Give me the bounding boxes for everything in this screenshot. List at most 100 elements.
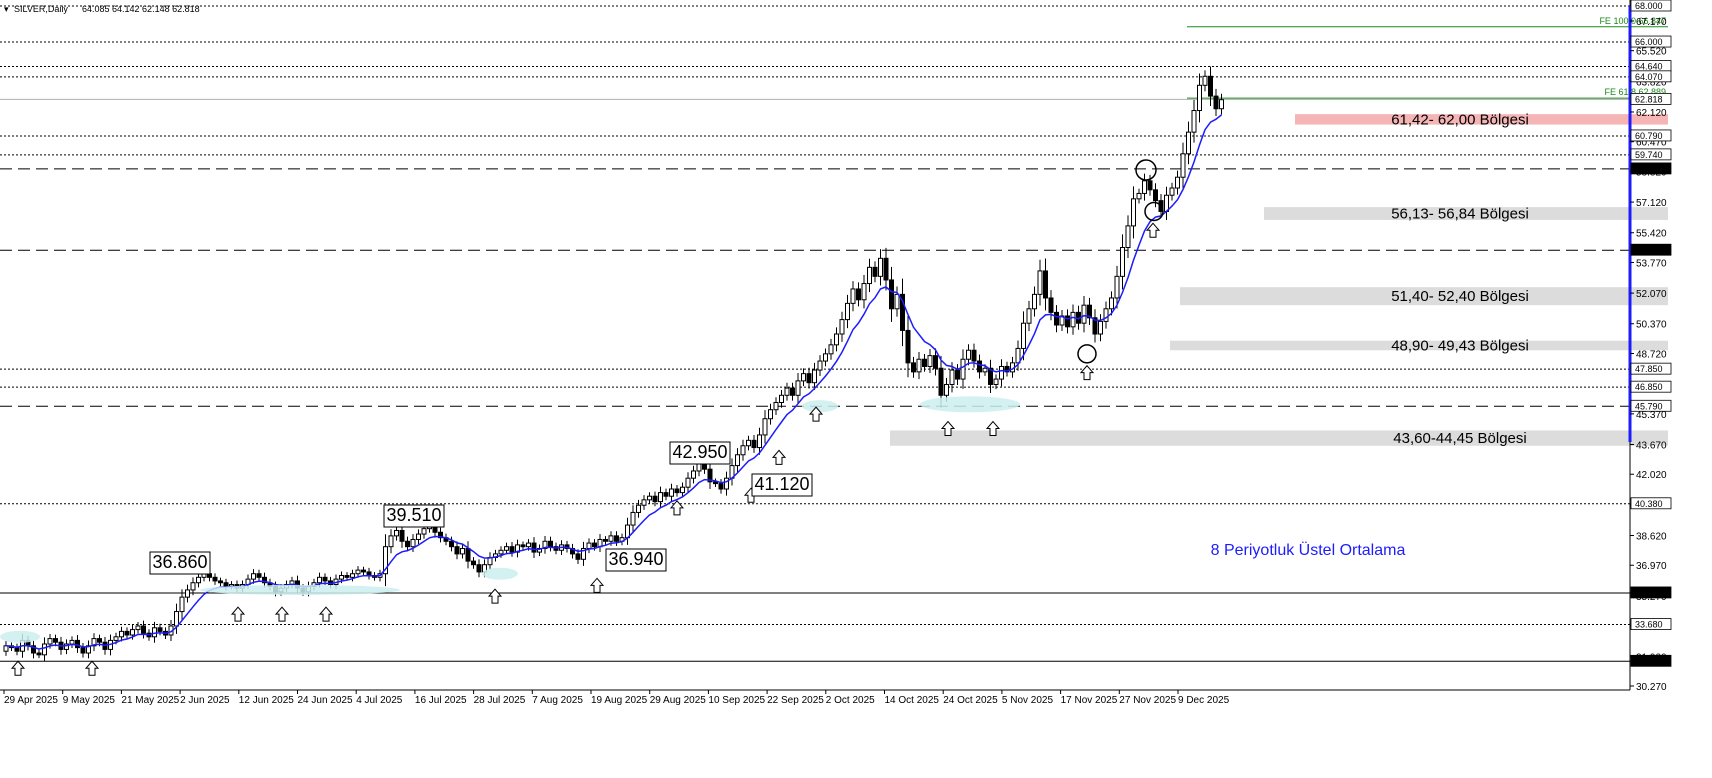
- price-annotation-label: 42.950: [672, 442, 727, 462]
- zone-band: [1295, 114, 1668, 125]
- candle-bear: [1147, 180, 1153, 191]
- candle-bear: [674, 488, 680, 494]
- price-tag-box: [1630, 497, 1672, 510]
- zone-label: 56,13- 56,84 Bölgesi: [1391, 206, 1529, 223]
- candle-bull: [113, 636, 119, 641]
- price-annotation-label: 41.120: [754, 474, 809, 494]
- candle-bull: [680, 486, 685, 494]
- price-tag-label: 45.790: [1635, 401, 1663, 411]
- zone-band: [890, 430, 1668, 446]
- candle-bull: [526, 542, 531, 548]
- x-tick-label: 16 Jul 2025: [415, 695, 467, 706]
- y-tick-label: 42.020: [1636, 470, 1667, 481]
- candle-bear: [361, 569, 366, 573]
- candle-bull: [960, 358, 966, 380]
- price-annotation-label: 39.510: [386, 505, 441, 525]
- up-arrow-icon: [10, 660, 26, 676]
- y-tick-label: 60.470: [1636, 138, 1667, 149]
- x-tick-label: 19 Aug 2025: [591, 695, 648, 706]
- candle-bear: [713, 481, 718, 485]
- price-tag-box: [1630, 380, 1672, 393]
- candle-bull: [581, 547, 586, 560]
- candle-bull: [867, 266, 872, 285]
- candle-bull: [740, 445, 746, 456]
- candle-bull: [119, 630, 124, 638]
- y-tick-label: 38.620: [1636, 532, 1667, 543]
- candle-bull: [350, 573, 355, 578]
- y-tick-label: 62.120: [1636, 108, 1667, 119]
- price-tag-label: 54.450: [1635, 245, 1663, 255]
- candle-bull: [1131, 198, 1136, 227]
- candle-bear: [1054, 311, 1059, 326]
- price-annotation-box: [751, 473, 813, 497]
- candle-bull: [828, 344, 834, 355]
- candle-bull: [845, 302, 850, 321]
- candle-bull: [1125, 225, 1131, 249]
- candle-bear: [707, 468, 713, 483]
- candle-bull: [768, 409, 773, 420]
- candle-bull: [1015, 347, 1021, 364]
- candle-bull: [850, 288, 856, 304]
- candle-bull: [894, 293, 900, 310]
- zone-band: [1170, 340, 1668, 351]
- symbol-label: SILVER,Daily: [14, 4, 68, 14]
- candle-bear: [476, 564, 482, 573]
- candle-bear: [141, 625, 146, 634]
- candle-bull: [542, 540, 548, 549]
- candle-bear: [911, 362, 916, 373]
- price-tag-box: [1630, 70, 1672, 83]
- price-tag-label: 58.960: [1635, 164, 1663, 174]
- candle-bull: [817, 360, 823, 371]
- candle-bull: [1180, 153, 1186, 178]
- price-tag-box: [1630, 129, 1672, 142]
- candle-bear: [702, 463, 707, 470]
- candle-bear: [399, 529, 405, 542]
- price-tag-label: 33.680: [1635, 620, 1663, 630]
- price-tag-box: [1630, 654, 1672, 667]
- candle-bear: [36, 652, 42, 656]
- candle-bull: [746, 439, 751, 447]
- y-tick-label: 65.520: [1636, 47, 1667, 58]
- candle-bull: [388, 535, 394, 548]
- candle-bull: [1109, 297, 1114, 310]
- candle-bull: [1186, 131, 1191, 155]
- candle-bull: [1169, 187, 1175, 196]
- candle-bear: [988, 367, 993, 385]
- candle-bear: [971, 349, 977, 362]
- candle-bull: [641, 499, 647, 506]
- price-tag-box: [1630, 35, 1672, 48]
- candle-bull: [861, 283, 867, 301]
- candle-bull: [410, 538, 416, 548]
- x-tick-label: 2 Jun 2025: [180, 695, 230, 706]
- candle-bull: [1037, 270, 1043, 295]
- price-tag-label: 47.850: [1635, 364, 1663, 374]
- candle-bear: [592, 542, 597, 548]
- candle-bear: [603, 538, 608, 542]
- candle-bear: [1092, 317, 1098, 335]
- candle-bear: [1087, 304, 1092, 319]
- price-tag-label: 60.790: [1635, 131, 1663, 141]
- candle-bear: [663, 492, 669, 497]
- candle-bear: [856, 288, 861, 301]
- candle-bull: [1120, 247, 1125, 277]
- candle-bull: [1202, 75, 1208, 86]
- candle-bear: [531, 542, 537, 553]
- x-tick-label: 27 Nov 2025: [1119, 695, 1176, 706]
- candle-bull: [174, 611, 179, 627]
- price-tag-label: 68.000: [1635, 1, 1663, 11]
- x-tick-label: 22 Sep 2025: [767, 695, 824, 706]
- up-arrow-icon: [808, 406, 824, 422]
- candle-bull: [1197, 84, 1202, 112]
- candle-bull: [784, 387, 790, 396]
- candle-bull: [1081, 304, 1087, 324]
- candle-bull: [586, 542, 592, 549]
- candle-bull: [927, 355, 933, 367]
- candle-bull: [152, 627, 157, 638]
- candle-bull: [944, 383, 949, 396]
- price-annotation-label: 36.860: [152, 552, 207, 572]
- up-arrow-icon: [230, 606, 246, 622]
- candle-bull: [801, 373, 806, 382]
- candle-bear: [1208, 75, 1213, 97]
